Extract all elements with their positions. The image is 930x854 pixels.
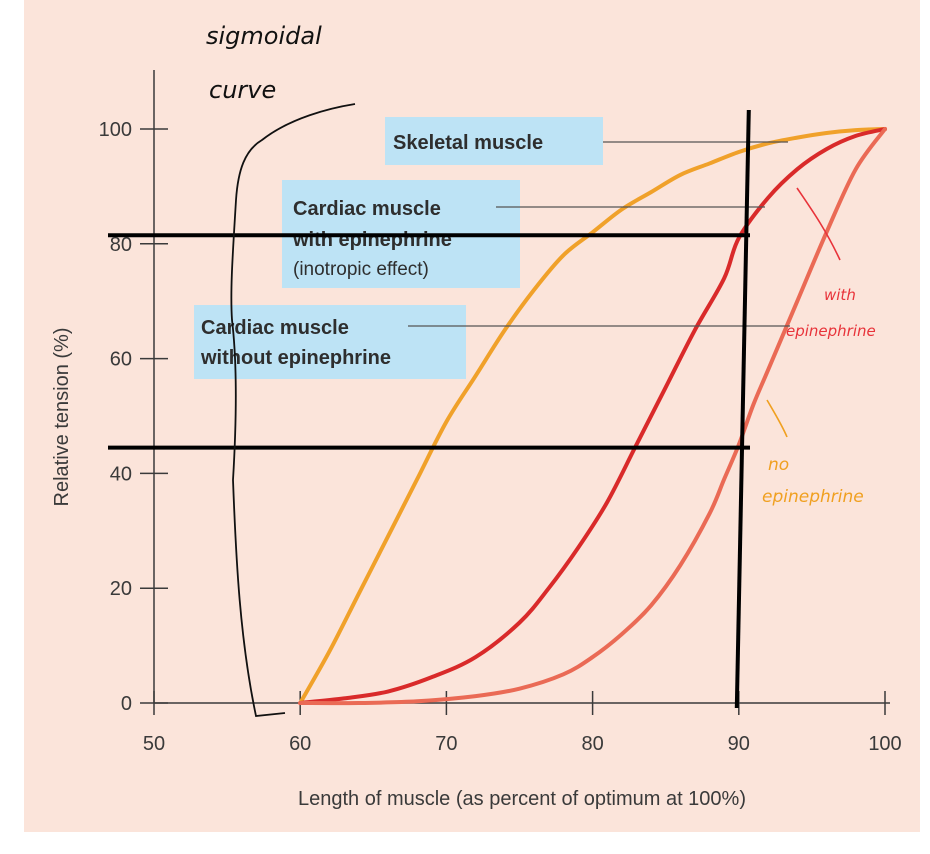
y-tick-label-80: 80 bbox=[110, 234, 132, 256]
x-tick-label-100: 100 bbox=[868, 733, 901, 755]
reference-lines-group bbox=[108, 109, 751, 709]
handwritten-no: no bbox=[768, 455, 789, 475]
series-cardiac-without-line bbox=[298, 127, 887, 706]
legend-label-cardiac-without-line1: Cardiac muscle bbox=[201, 317, 349, 339]
handwritten-sigmoidal: sigmoidal bbox=[206, 22, 322, 50]
legend-sub-inotropic: (inotropic effect) bbox=[293, 259, 429, 280]
x-tick-label-90: 90 bbox=[728, 733, 750, 755]
y-axis-title: Relative tension (%) bbox=[51, 328, 73, 507]
legend-label-skeletal: Skeletal muscle bbox=[393, 132, 543, 154]
handwritten-curve: curve bbox=[209, 76, 276, 104]
y-tick-label-40: 40 bbox=[110, 463, 132, 485]
x-tick-label-80: 80 bbox=[581, 733, 603, 755]
y-tick-label-100: 100 bbox=[99, 119, 132, 141]
y-tick-label-20: 20 bbox=[110, 578, 132, 600]
y-tick-label-0: 0 bbox=[121, 693, 132, 715]
legend-box-cardiac-without bbox=[194, 305, 466, 379]
handwritten-arrow-no bbox=[766, 399, 788, 438]
x-axis-title: Length of muscle (as percent of optimum … bbox=[298, 788, 746, 810]
legend-box-skeletal bbox=[385, 117, 603, 165]
tick-group: 50 60 70 80 90 100 0 20 40 60 80 100 bbox=[99, 119, 902, 755]
reference-line-vertical-2 bbox=[734, 109, 751, 709]
series-cardiac-with-line bbox=[298, 127, 887, 705]
x-tick-label-50: 50 bbox=[143, 733, 165, 755]
x-tick-label-60: 60 bbox=[289, 733, 311, 755]
handwritten-brace bbox=[230, 103, 356, 717]
legend-label-cardiac-with-line2: with epinephrine bbox=[292, 229, 452, 251]
y-tick-label-60: 60 bbox=[110, 349, 132, 371]
handwritten-with: with bbox=[824, 286, 856, 304]
x-tick-label-70: 70 bbox=[435, 733, 457, 755]
legend-label-cardiac-without-line2: without epinephrine bbox=[200, 347, 391, 369]
legend-label-cardiac-with-line1: Cardiac muscle bbox=[293, 198, 441, 220]
handwritten-arrow-with bbox=[796, 187, 841, 261]
handwritten-epinephrine-red: epinephrine bbox=[786, 322, 876, 340]
handwritten-epinephrine-orange: epinephrine bbox=[762, 487, 864, 507]
